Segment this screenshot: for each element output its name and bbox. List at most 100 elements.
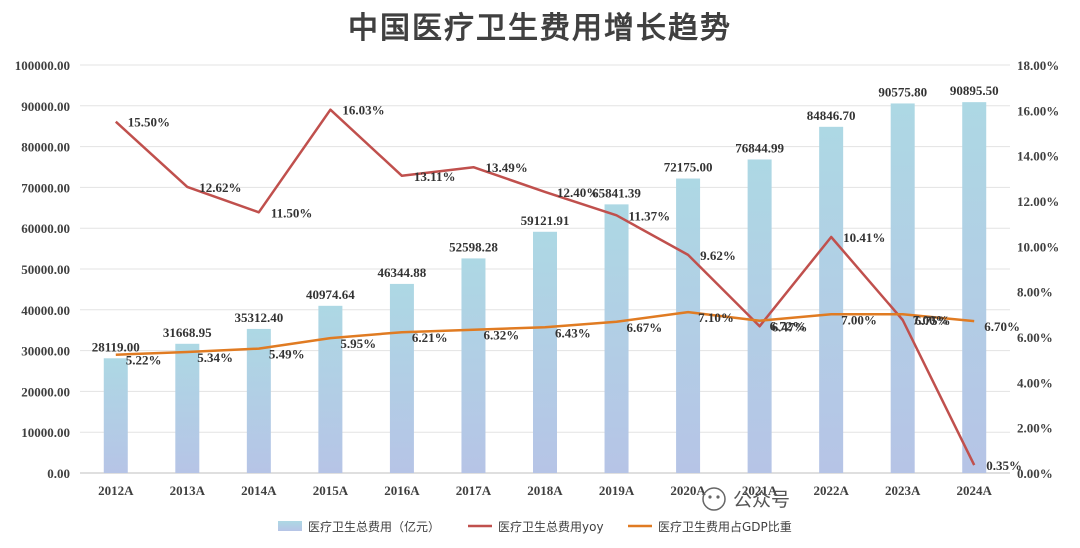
- x-tick-label: 2020A: [670, 483, 706, 498]
- yoy-value-label: 15.50%: [128, 115, 170, 130]
- bar-value-label: 52598.28: [449, 239, 498, 254]
- x-tick-label: 2022A: [813, 483, 849, 498]
- yoy-value-label: 13.49%: [485, 160, 527, 175]
- bar-series: [103, 102, 987, 473]
- yoy-line: [114, 108, 976, 466]
- watermark-icon: [702, 487, 726, 511]
- gdp-share-value-label: 5.22%: [126, 353, 162, 368]
- bar: [676, 178, 701, 473]
- x-tick-label: 2016A: [384, 483, 420, 498]
- y-left-tick-label: 70000.00: [21, 180, 70, 195]
- y-right-tick-label: 10.00%: [1017, 239, 1059, 254]
- y-right-tick-label: 6.00%: [1017, 330, 1053, 345]
- axes: 0.00 10000.00 20000.00 30000.00 40000.00 5000…: [15, 58, 1060, 498]
- gdp-share-value-label: 5.34%: [197, 350, 233, 365]
- x-tick-label: 2019A: [599, 483, 635, 498]
- bar: [318, 305, 343, 473]
- gdp-share-value-label: 6.32%: [483, 328, 519, 343]
- bar: [246, 328, 271, 473]
- watermark-icon-eye-right: [716, 495, 720, 499]
- bar-value-label: 84846.70: [807, 108, 856, 123]
- watermark-icon-eye-left: [708, 495, 712, 499]
- yoy-value-label: 11.50%: [271, 205, 313, 220]
- gdp-share-value-label: 6.67%: [627, 320, 663, 335]
- bar: [461, 258, 486, 473]
- legend-label: 医疗卫生总费用yoy: [498, 520, 604, 534]
- yoy-value-label: 13.11%: [414, 169, 456, 184]
- y-right-tick-label: 4.00%: [1017, 375, 1053, 390]
- yoy-value-label: 6.75%: [915, 313, 951, 328]
- bar: [389, 283, 414, 473]
- y-left-tick-label: 90000.00: [21, 99, 70, 114]
- y-left-tick-label: 20000.00: [21, 384, 70, 399]
- y-right-tick-label: 14.00%: [1017, 149, 1059, 164]
- x-tick-label: 2015A: [313, 483, 349, 498]
- bar: [962, 102, 987, 473]
- legend: 医疗卫生总费用（亿元） 医疗卫生总费用yoy 医疗卫生费用占GDP比重: [278, 519, 792, 534]
- gdp-share-line: [115, 310, 975, 356]
- yoy-value-label: 16.03%: [342, 103, 384, 118]
- gdp-share-value-label: 6.70%: [984, 319, 1020, 334]
- bar-value-label: 59121.91: [521, 213, 570, 228]
- bar-value-label: 90895.50: [950, 83, 999, 98]
- gdp-share-value-label: 7.10%: [698, 310, 734, 325]
- y-left-tick-label: 50000.00: [21, 262, 70, 277]
- watermark: 公众号: [702, 487, 790, 511]
- bar-value-label: 90575.80: [878, 84, 927, 99]
- bar: [604, 204, 629, 473]
- y-left-tick-label: 60000.00: [21, 221, 70, 236]
- yoy-value-label: 0.35%: [986, 458, 1022, 473]
- y-right-tick-label: 8.00%: [1017, 285, 1053, 300]
- bar-value-label: 76844.99: [735, 140, 784, 155]
- yoy-value-label: 9.62%: [700, 248, 736, 263]
- bar: [890, 103, 915, 473]
- bar: [819, 126, 844, 473]
- gdp-share-value-label: 7.00%: [913, 312, 949, 327]
- line-series: [114, 108, 976, 466]
- y-left-tick-label: 80000.00: [21, 140, 70, 155]
- bar: [103, 358, 128, 473]
- x-tick-label: 2013A: [170, 483, 206, 498]
- x-tick-label: 2018A: [527, 483, 563, 498]
- x-tick-label: 2014A: [241, 483, 277, 498]
- y-left-tick-label: 100000.00: [15, 58, 70, 73]
- bar-value-label: 65841.39: [592, 185, 641, 200]
- legend-label: 医疗卫生费用占GDP比重: [658, 519, 792, 534]
- y-right-tick-label: 18.00%: [1017, 58, 1059, 73]
- yoy-value-label: 10.41%: [843, 230, 885, 245]
- gdp-share-value-label: 6.43%: [555, 325, 591, 340]
- y-left-tick-label: 40000.00: [21, 303, 70, 318]
- gdp-share-value-label: 6.21%: [412, 330, 448, 345]
- bar: [533, 231, 557, 473]
- x-tick-label: 2017A: [456, 483, 492, 498]
- gdp-share-value-label: 7.00%: [841, 312, 877, 327]
- bar: [175, 343, 200, 473]
- yoy-value-label: 12.62%: [199, 180, 241, 195]
- gdp-share-value-label: 6.72%: [770, 319, 806, 334]
- y-right-tick-label: 2.00%: [1017, 421, 1053, 436]
- bar-value-label: 31668.95: [163, 325, 212, 340]
- y-right-tick-label: 12.00%: [1017, 194, 1059, 209]
- bar-value-label: 28119.00: [92, 339, 140, 354]
- bar-value-label: 72175.00: [664, 160, 713, 175]
- legend-swatch-bar: [278, 521, 302, 531]
- y-left-tick-label: 10000.00: [21, 425, 70, 440]
- bar-value-label: 46344.88: [378, 265, 427, 280]
- x-tick-label: 2012A: [98, 483, 134, 498]
- legend-label: 医疗卫生总费用（亿元）: [308, 519, 440, 534]
- watermark-text: 公众号: [733, 489, 790, 511]
- x-tick-label: 2023A: [885, 483, 921, 498]
- yoy-value-label: 11.37%: [629, 208, 671, 223]
- bar-value-label: 35312.40: [234, 310, 283, 325]
- chart-title: 中国医疗卫生费用增长趋势: [348, 11, 732, 46]
- y-left-tick-label: 30000.00: [21, 344, 70, 359]
- bar-value-label: 40974.64: [306, 287, 355, 302]
- y-right-tick-label: 0.00%: [1017, 466, 1053, 481]
- yoy-value-label: 6.47%: [772, 319, 808, 334]
- x-tick-label: 2024A: [957, 483, 993, 498]
- yoy-value-label: 12.40%: [557, 185, 599, 200]
- gdp-share-value-label: 5.95%: [340, 336, 376, 351]
- x-tick-label: 2021A: [742, 483, 778, 498]
- y-right-tick-label: 16.00%: [1017, 103, 1059, 118]
- data-labels: 28119.00 31668.95 35312.40 40974.64 46344.88…: [92, 83, 1022, 473]
